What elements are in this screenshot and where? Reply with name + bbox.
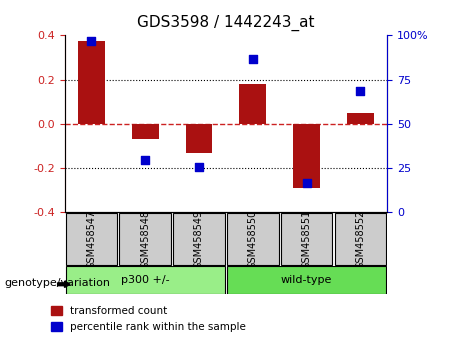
Bar (78, 41, 105, 124)
FancyBboxPatch shape (335, 213, 386, 265)
Bar (293, 124, 320, 188)
Bar (239, 84, 266, 124)
Point (249, 56, 256, 62)
Text: genotype/variation: genotype/variation (5, 278, 111, 288)
Point (357, 88, 364, 93)
Point (303, 180, 310, 185)
Point (195, 164, 203, 170)
FancyBboxPatch shape (227, 213, 278, 265)
Bar (185, 124, 213, 153)
Title: GDS3598 / 1442243_at: GDS3598 / 1442243_at (137, 15, 315, 31)
Text: GSM458552: GSM458552 (355, 209, 366, 269)
Text: p300 +/-: p300 +/- (121, 275, 170, 285)
Text: GSM458551: GSM458551 (301, 209, 312, 269)
FancyBboxPatch shape (119, 213, 171, 265)
Bar (132, 124, 159, 139)
FancyBboxPatch shape (65, 266, 225, 293)
Point (88, 38, 95, 44)
Text: GSM458547: GSM458547 (86, 209, 96, 269)
Point (142, 158, 149, 163)
Text: wild-type: wild-type (281, 275, 332, 285)
Text: GSM458549: GSM458549 (194, 209, 204, 269)
Legend: transformed count, percentile rank within the sample: transformed count, percentile rank withi… (51, 306, 246, 332)
FancyBboxPatch shape (65, 213, 117, 265)
Bar (347, 113, 374, 124)
FancyBboxPatch shape (227, 266, 386, 293)
FancyBboxPatch shape (281, 213, 332, 265)
FancyBboxPatch shape (173, 213, 225, 265)
Text: GSM458550: GSM458550 (248, 209, 258, 269)
Text: GSM458548: GSM458548 (140, 209, 150, 269)
